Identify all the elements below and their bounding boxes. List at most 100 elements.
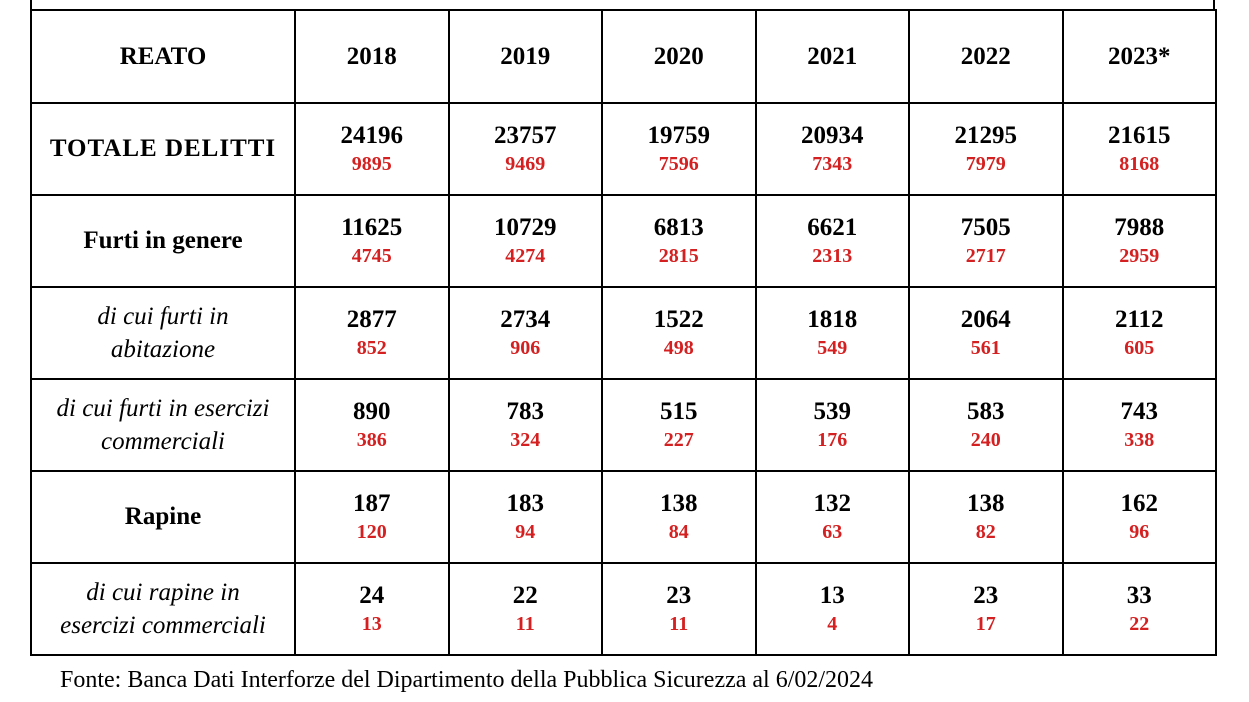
total-value: 23757 — [494, 122, 557, 149]
sub-value: 7596 — [658, 153, 699, 175]
total-value: 11625 — [341, 214, 403, 241]
value-cell: 20934 7343 — [754, 102, 910, 196]
value-cell: 2734 906 — [447, 286, 603, 380]
total-value: 23 — [666, 582, 692, 609]
value-cell: 6621 2313 — [754, 194, 910, 288]
sub-value: 4 — [827, 613, 838, 635]
value-cell: 22 11 — [447, 562, 603, 656]
row-label: di cui furti in esercizi — [56, 395, 270, 422]
sub-value: 82 — [975, 521, 996, 543]
table-row: Rapine 187 120 183 94 138 84 132 63 138 82 162 96 — [30, 470, 1217, 564]
sub-value: 84 — [668, 521, 689, 543]
value-cell: 21295 7979 — [908, 102, 1064, 196]
sub-value: 7343 — [812, 153, 853, 175]
value-cell: 2877 852 — [294, 286, 450, 380]
value-cell: 6813 2815 — [601, 194, 757, 288]
total-value: 24196 — [340, 122, 404, 149]
value-cell: 783 324 — [447, 378, 603, 472]
sub-value: 386 — [356, 429, 387, 451]
row-label: Rapine — [124, 503, 202, 530]
value-cell: 1818 549 — [754, 286, 910, 380]
sub-value: 11 — [669, 613, 689, 635]
total-value: 24 — [359, 582, 385, 609]
value-cell: 23757 9469 — [447, 102, 603, 196]
value-cell: 23 17 — [908, 562, 1064, 656]
value-cell: 515 227 — [601, 378, 757, 472]
value-cell: 7505 2717 — [908, 194, 1064, 288]
value-cell: 11625 4745 — [294, 194, 450, 288]
value-cell: 743 338 — [1061, 378, 1217, 472]
header-year: 2021 — [754, 9, 910, 104]
total-value: 2112 — [1114, 306, 1164, 333]
value-cell: 10729 4274 — [447, 194, 603, 288]
sub-value: 906 — [510, 337, 541, 359]
total-value: 1522 — [653, 306, 704, 333]
source-note: Fonte: Banca Dati Interforze del Diparti… — [60, 667, 874, 693]
table-top-edge — [30, 0, 1215, 10]
total-value: 22 — [512, 582, 538, 609]
value-cell: 138 82 — [908, 470, 1064, 564]
row-label-cell: di cui rapine in esercizi commerciali — [30, 562, 296, 656]
header-year: 2022 — [908, 9, 1064, 104]
total-value: 33 — [1126, 582, 1152, 609]
row-label: commerciali — [100, 428, 226, 455]
row-label-cell: Rapine — [30, 470, 296, 564]
total-value: 183 — [506, 490, 545, 517]
total-value: 21615 — [1108, 122, 1171, 149]
sub-value: 63 — [822, 521, 843, 543]
value-cell: 132 63 — [754, 470, 910, 564]
total-value: 138 — [660, 490, 698, 517]
value-cell: 1522 498 — [601, 286, 757, 380]
sub-value: 17 — [975, 613, 996, 635]
total-value: 783 — [506, 398, 545, 425]
sub-value: 549 — [817, 337, 848, 359]
total-value: 19759 — [647, 122, 711, 149]
sub-value: 240 — [970, 429, 1001, 451]
row-label: TOTALE DELITTI — [49, 135, 277, 162]
row-label: di cui furti in — [97, 303, 229, 330]
table-row: di cui rapine in esercizi commerciali 24 13… — [30, 562, 1217, 656]
header-year: 2018 — [294, 9, 450, 104]
total-value: 10729 — [494, 214, 557, 241]
sub-value: 8168 — [1119, 153, 1160, 175]
total-value: 743 — [1120, 398, 1159, 425]
sub-value: 7979 — [965, 153, 1006, 175]
sub-value: 22 — [1129, 613, 1150, 635]
total-value: 7505 — [960, 214, 1011, 241]
sub-value: 324 — [510, 429, 541, 451]
sub-value: 11 — [515, 613, 535, 635]
value-cell: 7988 2959 — [1061, 194, 1217, 288]
sub-value: 9895 — [351, 153, 392, 175]
total-value: 23 — [973, 582, 999, 609]
row-label-cell: TOTALE DELITTI — [30, 102, 296, 196]
total-value: 21295 — [954, 122, 1018, 149]
value-cell: 19759 7596 — [601, 102, 757, 196]
sub-value: 852 — [356, 337, 387, 359]
value-cell: 187 120 — [294, 470, 450, 564]
value-cell: 539 176 — [754, 378, 910, 472]
value-cell: 24196 9895 — [294, 102, 450, 196]
value-cell: 33 22 — [1061, 562, 1217, 656]
total-value: 2734 — [500, 306, 551, 333]
value-cell: 162 96 — [1061, 470, 1217, 564]
total-value: 187 — [353, 490, 391, 517]
value-cell: 23 11 — [601, 562, 757, 656]
value-cell: 890 386 — [294, 378, 450, 472]
value-cell: 583 240 — [908, 378, 1064, 472]
total-value: 583 — [967, 398, 1005, 425]
total-value: 2877 — [346, 306, 397, 333]
sub-value: 4274 — [505, 245, 546, 267]
value-cell: 2112 605 — [1061, 286, 1217, 380]
sub-value: 2313 — [812, 245, 853, 267]
row-label-cell: di cui furti in abitazione — [30, 286, 296, 380]
total-value: 515 — [660, 398, 698, 425]
row-label-cell: di cui furti in esercizi commerciali — [30, 378, 296, 472]
header-reato: REATO — [30, 9, 296, 104]
total-value: 132 — [813, 490, 852, 517]
table-row: di cui furti in abitazione 2877 852 2734 906 1… — [30, 286, 1217, 380]
total-value: 539 — [813, 398, 852, 425]
sub-value: 4745 — [351, 245, 392, 267]
header-year: 2023* — [1061, 9, 1217, 104]
sub-value: 2959 — [1119, 245, 1160, 267]
total-value: 6813 — [653, 214, 704, 241]
